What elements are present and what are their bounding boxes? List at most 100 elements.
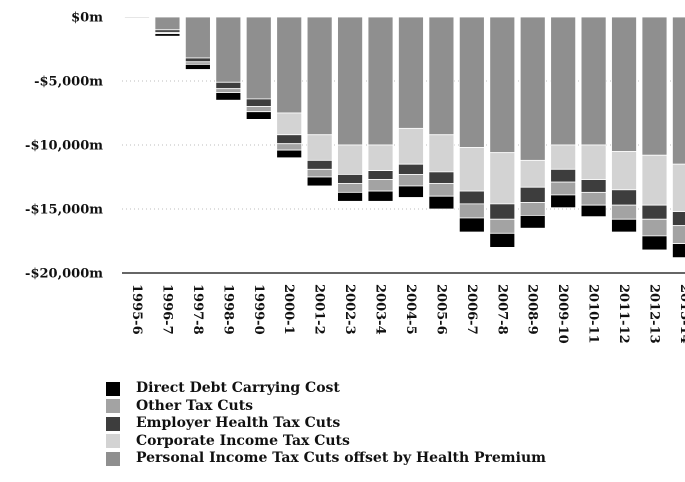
bar-segment bbox=[337, 144, 363, 175]
x-tick-label: 2006-7 bbox=[464, 284, 479, 335]
bar-segment bbox=[184, 57, 211, 63]
x-tick-label: 1996-7 bbox=[159, 284, 174, 335]
bar-segment bbox=[306, 16, 333, 136]
bar-segment bbox=[245, 111, 272, 120]
bar-segment bbox=[580, 204, 607, 218]
bar-segment bbox=[398, 174, 424, 187]
x-tick-label: 2005-6 bbox=[433, 284, 448, 335]
x-tick-label: 2002-3 bbox=[342, 284, 357, 335]
bar-segment bbox=[672, 163, 685, 212]
bar-segment bbox=[306, 134, 333, 161]
y-tick-label: $0m bbox=[71, 11, 103, 26]
legend-item: Corporate Income Tax Cuts bbox=[106, 433, 546, 451]
bar-segment bbox=[580, 179, 607, 193]
bar-segment bbox=[215, 92, 242, 101]
bar-segment bbox=[428, 16, 455, 136]
bar-segment bbox=[337, 174, 363, 184]
bar-segment bbox=[580, 16, 607, 146]
y-tick-label: -$5,000m bbox=[34, 75, 103, 90]
bar-segment bbox=[580, 144, 607, 180]
bar-segment bbox=[611, 204, 637, 220]
x-tick-label: 1997-8 bbox=[190, 284, 205, 335]
bar-segment bbox=[276, 112, 303, 136]
bar-segment bbox=[458, 147, 485, 192]
x-tick-label: 2004-5 bbox=[403, 284, 418, 335]
bars bbox=[124, 16, 685, 259]
bar-segment bbox=[215, 81, 242, 90]
bar-segment bbox=[489, 203, 516, 220]
bar-segment bbox=[367, 170, 394, 180]
bar-segment bbox=[489, 232, 516, 248]
bar-segment bbox=[489, 16, 516, 154]
bar-segment bbox=[550, 144, 577, 170]
legend-swatch bbox=[106, 381, 120, 396]
bar-segment bbox=[611, 16, 637, 152]
bar-segment bbox=[489, 218, 516, 234]
bar-segment bbox=[245, 16, 272, 100]
bar-segment bbox=[458, 190, 485, 205]
legend: Direct Debt Carrying Cost Other Tax Cuts… bbox=[106, 380, 546, 468]
bar-segment bbox=[276, 149, 303, 159]
bar-segment bbox=[245, 106, 272, 113]
bar-segment bbox=[519, 159, 546, 188]
bar-segment bbox=[306, 176, 333, 187]
bar-segment bbox=[641, 218, 668, 237]
bar-segment bbox=[641, 204, 668, 220]
bar-segment bbox=[367, 179, 394, 192]
bar-segment bbox=[367, 16, 394, 146]
bar-segment bbox=[398, 185, 424, 198]
legend-label: Employer Health Tax Cuts bbox=[136, 415, 341, 432]
y-tick-label: -$20,000m bbox=[25, 267, 103, 282]
bar-segment bbox=[611, 150, 637, 191]
legend-item: Direct Debt Carrying Cost bbox=[106, 380, 546, 398]
bar-segment bbox=[428, 195, 455, 210]
bar-segment bbox=[641, 16, 668, 156]
bar-segment bbox=[641, 154, 668, 206]
bar-segment bbox=[550, 194, 577, 209]
x-tick-label: 2000-1 bbox=[281, 284, 296, 335]
legend-label: Personal Income Tax Cuts offset by Healt… bbox=[136, 450, 546, 467]
bar-segment bbox=[367, 190, 394, 202]
bar-segment bbox=[458, 217, 485, 233]
bar-segment bbox=[580, 191, 607, 206]
bar-segment bbox=[519, 16, 546, 161]
legend-item: Other Tax Cuts bbox=[106, 398, 546, 416]
bar-segment bbox=[519, 186, 546, 204]
bar-segment bbox=[367, 144, 394, 172]
x-tick-label: 1999-0 bbox=[251, 284, 266, 335]
bar-segment bbox=[398, 127, 424, 165]
bar-segment bbox=[276, 16, 303, 114]
legend-swatch bbox=[106, 434, 120, 449]
bar-segment bbox=[124, 16, 150, 19]
bar-segment bbox=[428, 134, 455, 173]
x-tick-labels: 1995-6 1996-7 1997-8 1998-9 1999-0 2000-1 2001… bbox=[129, 284, 685, 344]
bar-segment bbox=[672, 211, 685, 227]
bar-segment bbox=[337, 191, 363, 202]
y-tick-label: -$10,000m bbox=[25, 139, 103, 154]
bar-segment bbox=[672, 225, 685, 244]
bar-segment bbox=[611, 189, 637, 206]
bar-segment bbox=[306, 159, 333, 170]
x-tick-label: 2007-8 bbox=[494, 284, 509, 335]
legend-label: Corporate Income Tax Cuts bbox=[136, 432, 350, 449]
bar-segment bbox=[398, 163, 424, 175]
bar-segment bbox=[428, 171, 455, 184]
bar-segment bbox=[458, 16, 485, 148]
x-tick-label: 1998-9 bbox=[220, 284, 235, 335]
legend-swatch bbox=[106, 416, 120, 431]
legend-label: Direct Debt Carrying Cost bbox=[136, 380, 340, 397]
legend-label: Other Tax Cuts bbox=[136, 397, 254, 414]
bar-segment bbox=[337, 182, 363, 193]
x-tick-label: 2001-2 bbox=[312, 284, 327, 335]
bar-segment bbox=[154, 16, 181, 31]
bar-segment bbox=[337, 16, 363, 146]
bar-segment bbox=[245, 98, 272, 107]
x-tick-label: 2011-12 bbox=[616, 284, 631, 344]
x-tick-label: 2003-4 bbox=[373, 284, 388, 335]
bar-segment bbox=[276, 134, 303, 145]
y-tick-label: -$15,000m bbox=[25, 203, 103, 218]
bar-segment bbox=[519, 214, 546, 229]
y-tick-labels: $0m -$5,000m -$10,000m -$15,000m -$20,000m bbox=[25, 11, 103, 282]
bar-segment bbox=[306, 168, 333, 178]
x-tick-label: 2013-14 bbox=[677, 284, 685, 344]
